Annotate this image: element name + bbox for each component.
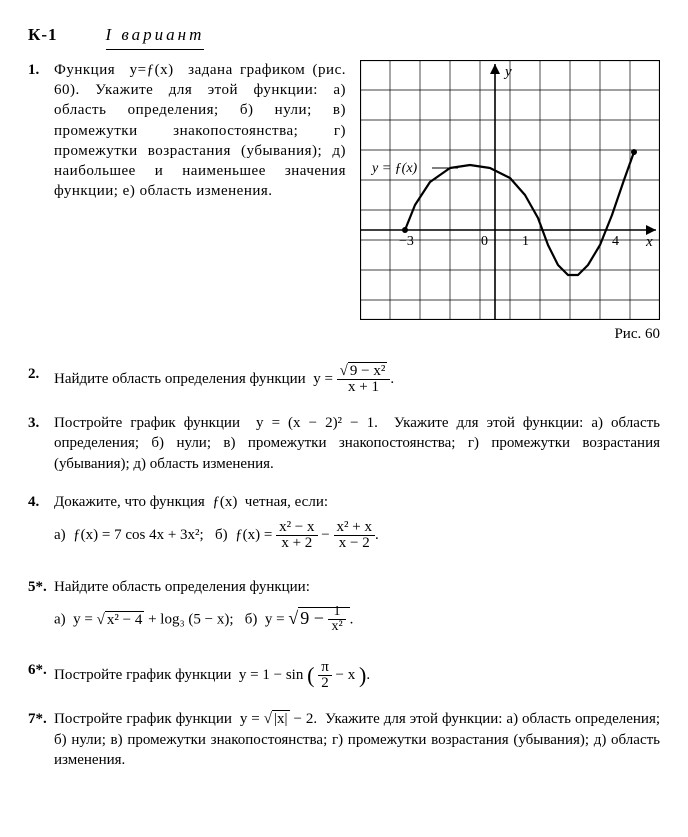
problem-7: 7*. Постройте график функции y = |x| − 2…	[28, 709, 660, 770]
svg-text:4: 4	[612, 234, 619, 249]
p7-num: 7*.	[28, 709, 54, 770]
p4-n2: x² + x	[334, 520, 375, 536]
problem-5: 5*. Найдите область определения функции:…	[28, 577, 660, 642]
problem-1-row: 1. Функция y=ƒ(x) задана графиком (рис. …	[28, 60, 660, 344]
chart-figure: y x 0 −3 1 4 y = ƒ(x)	[360, 60, 660, 320]
p4-tail: .	[375, 527, 379, 543]
p7-sqrt: |x|	[264, 709, 290, 729]
p5-b-d: x²	[328, 620, 345, 634]
p1-text: Функция y=ƒ(x) задана графиком (рис. 60)…	[54, 60, 346, 202]
svg-text:x: x	[645, 234, 653, 250]
problem-2: 2. Найдите область определения функции y…	[28, 364, 660, 395]
variant-title: I вариант	[106, 24, 205, 50]
p5-a-rad: x² − 4	[105, 611, 144, 628]
code: К-1	[28, 24, 58, 47]
p5-num: 5*.	[28, 577, 54, 642]
p4-a-text: ƒ(x) = 7 cos 4x + 3x²; б) ƒ(x) =	[73, 527, 272, 543]
p5-sqrt-a: x² − 4	[97, 610, 145, 630]
p1-num: 1.	[28, 60, 54, 202]
p2-lead: Найдите область определения функции y =	[54, 371, 333, 387]
svg-text:−3: −3	[399, 234, 414, 249]
p6-num: 6*.	[28, 660, 54, 691]
p5-a-label: а) y =	[54, 612, 93, 628]
p4-frac2: x² + x x − 2	[334, 520, 375, 551]
p4-n1: x² − x	[276, 520, 317, 536]
svg-text:y: y	[503, 64, 512, 80]
lparen-icon: (	[307, 663, 314, 688]
p5-b-n: 1	[328, 605, 345, 620]
p4-num: 4.	[28, 492, 54, 559]
problem-6: 6*. Постройте график функции y = 1 − sin…	[28, 660, 660, 691]
svg-text:0: 0	[481, 234, 488, 249]
p5-tail: .	[350, 612, 354, 628]
p5-frac-b: 1 x²	[328, 605, 345, 634]
p5-b-const: 9 −	[300, 608, 324, 628]
p6-tail: .	[366, 667, 370, 683]
problem-4: 4. Докажите, что функция ƒ(x) четная, ес…	[28, 492, 660, 559]
p3-text: Постройте график функции y = (x − 2)² − …	[54, 413, 660, 474]
p2-num: 2.	[28, 364, 54, 395]
p4-a-label: а)	[54, 527, 69, 543]
p2-fraction: 9 − x² x + 1	[337, 364, 391, 395]
p2-numerator: 9 − x²	[348, 362, 387, 379]
p4-minus: −	[321, 527, 329, 543]
p6-arg-d: 2	[318, 676, 332, 691]
p3-num: 3.	[28, 413, 54, 474]
p4-d1: x + 2	[276, 536, 317, 551]
header: К-1 I вариант	[28, 24, 660, 50]
p4-d2: x − 2	[334, 536, 375, 551]
p2-tail: .	[390, 371, 394, 387]
p5-lead: Найдите область определения функции:	[54, 577, 660, 597]
p6-frac: π 2	[318, 660, 332, 691]
figure-caption: Рис. 60	[360, 324, 660, 344]
problem-3: 3. Постройте график функции y = (x − 2)²…	[28, 413, 660, 474]
svg-text:1: 1	[522, 234, 529, 249]
p6-lead: Постройте график функции y = 1 − sin	[54, 667, 303, 683]
p2-denom: x + 1	[337, 380, 391, 395]
p7-lead: Постройте график функции y =	[54, 711, 260, 727]
p6-arg-rest: − x	[336, 667, 356, 683]
p6-arg-n: π	[318, 660, 332, 676]
p4-lead: Докажите, что функция ƒ(x) четная, если:	[54, 492, 660, 512]
svg-text:y = ƒ(x): y = ƒ(x)	[370, 161, 418, 176]
p5-sqrt-b: 9 − 1 x²	[288, 605, 349, 634]
p7-rad: |x|	[272, 710, 290, 727]
p5-a-rest: + log₃ (5 − x); б) y =	[148, 612, 285, 628]
p4-frac1: x² − x x + 2	[276, 520, 317, 551]
